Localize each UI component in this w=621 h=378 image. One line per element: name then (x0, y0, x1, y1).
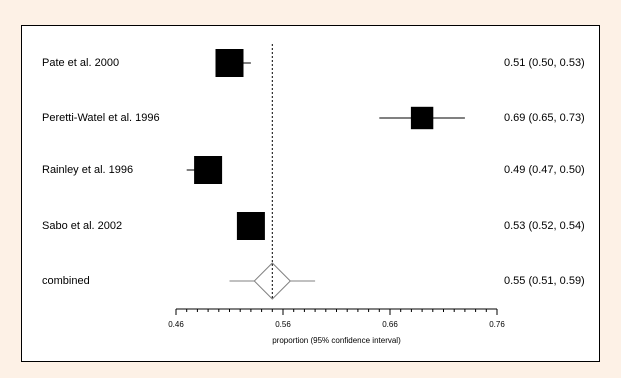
study-ci-text: 0.49 (0.47, 0.50) (504, 164, 585, 176)
x-tick-label: 0.66 (382, 320, 398, 329)
study-estimate-marker (194, 156, 223, 184)
combined-ci-text: 0.55 (0.51, 0.59) (504, 275, 585, 287)
study-ci-text: 0.53 (0.52, 0.54) (504, 220, 585, 232)
study-label: Pate et al. 2000 (42, 57, 119, 69)
study-estimate-marker (215, 49, 244, 77)
forest-plot: Pate et al. 2000 0.51 (0.50, 0.53) Peretti… (42, 44, 585, 345)
study-rows: Pate et al. 2000 0.51 (0.50, 0.53) Peretti… (42, 49, 585, 300)
study-estimate-marker (236, 212, 265, 240)
x-tick-label: 0.46 (168, 320, 184, 329)
study-ci-text: 0.69 (0.65, 0.73) (504, 112, 585, 124)
x-tick-label: 0.56 (275, 320, 291, 329)
study-estimate-marker (410, 106, 434, 130)
combined-label: combined (42, 275, 90, 287)
x-axis-label: proportion (95% confidence interval) (272, 336, 401, 345)
study-ci-text: 0.51 (0.50, 0.53) (504, 57, 585, 69)
x-tick-label: 0.76 (489, 320, 505, 329)
study-label: Rainley et al. 1996 (42, 164, 133, 176)
x-axis: 0.46 0.56 0.66 0.76 (168, 308, 505, 329)
study-label: Peretti-Watel et al. 1996 (42, 112, 160, 124)
forest-plot-frame: Pate et al. 2000 0.51 (0.50, 0.53) Peretti… (21, 25, 600, 362)
study-label: Sabo et al. 2002 (42, 220, 122, 232)
